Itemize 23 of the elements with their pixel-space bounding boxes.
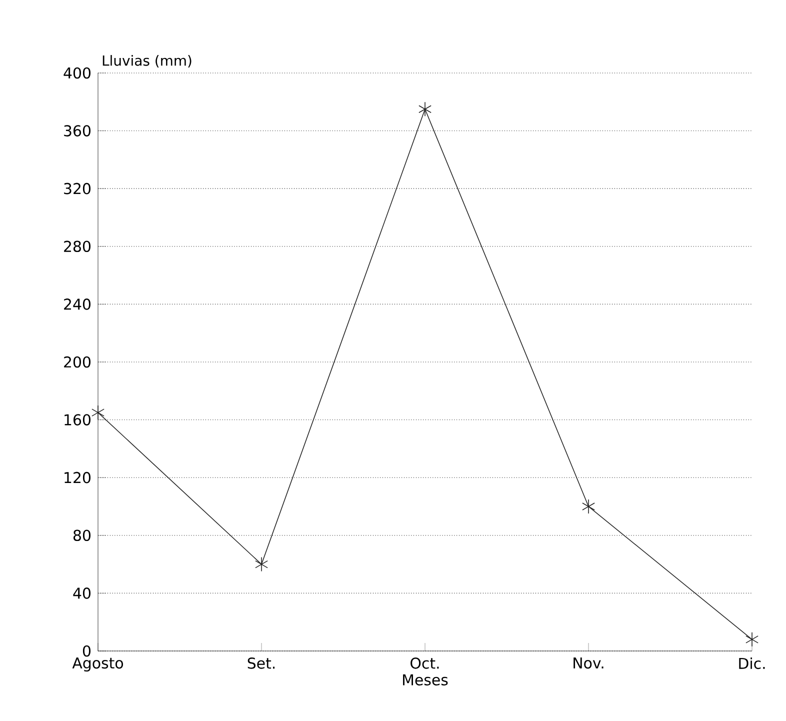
point — [255, 556, 268, 572]
x-tick-label: Agosto — [72, 658, 124, 672]
y-tick-label: 0 — [82, 645, 90, 657]
x-tick-label: Set. — [248, 658, 275, 669]
y-tick-label: 320 — [64, 182, 90, 194]
point — [746, 632, 758, 647]
y-tick-label: 200 — [64, 356, 90, 368]
y-tick-label: 120 — [64, 472, 90, 484]
x-axis-title: Meses — [403, 674, 448, 686]
y-tick-label: 280 — [64, 240, 90, 252]
y-tick-label: 160 — [64, 414, 90, 426]
point — [418, 102, 432, 117]
y-tick-label: 400 — [64, 67, 90, 79]
y-tick-label: 240 — [64, 298, 90, 310]
x-tick-label: Dic. — [739, 658, 765, 670]
x-tick-label: Nov. — [574, 658, 604, 669]
y-tick-label: 360 — [64, 125, 90, 136]
y-tick-label: 40 — [73, 588, 90, 599]
point — [92, 405, 104, 420]
y-axis-title: Lluvias (mm) — [102, 55, 192, 68]
point — [582, 499, 595, 514]
y-tick-label: 80 — [73, 530, 90, 542]
x-tick-label: Oct. — [410, 658, 439, 669]
